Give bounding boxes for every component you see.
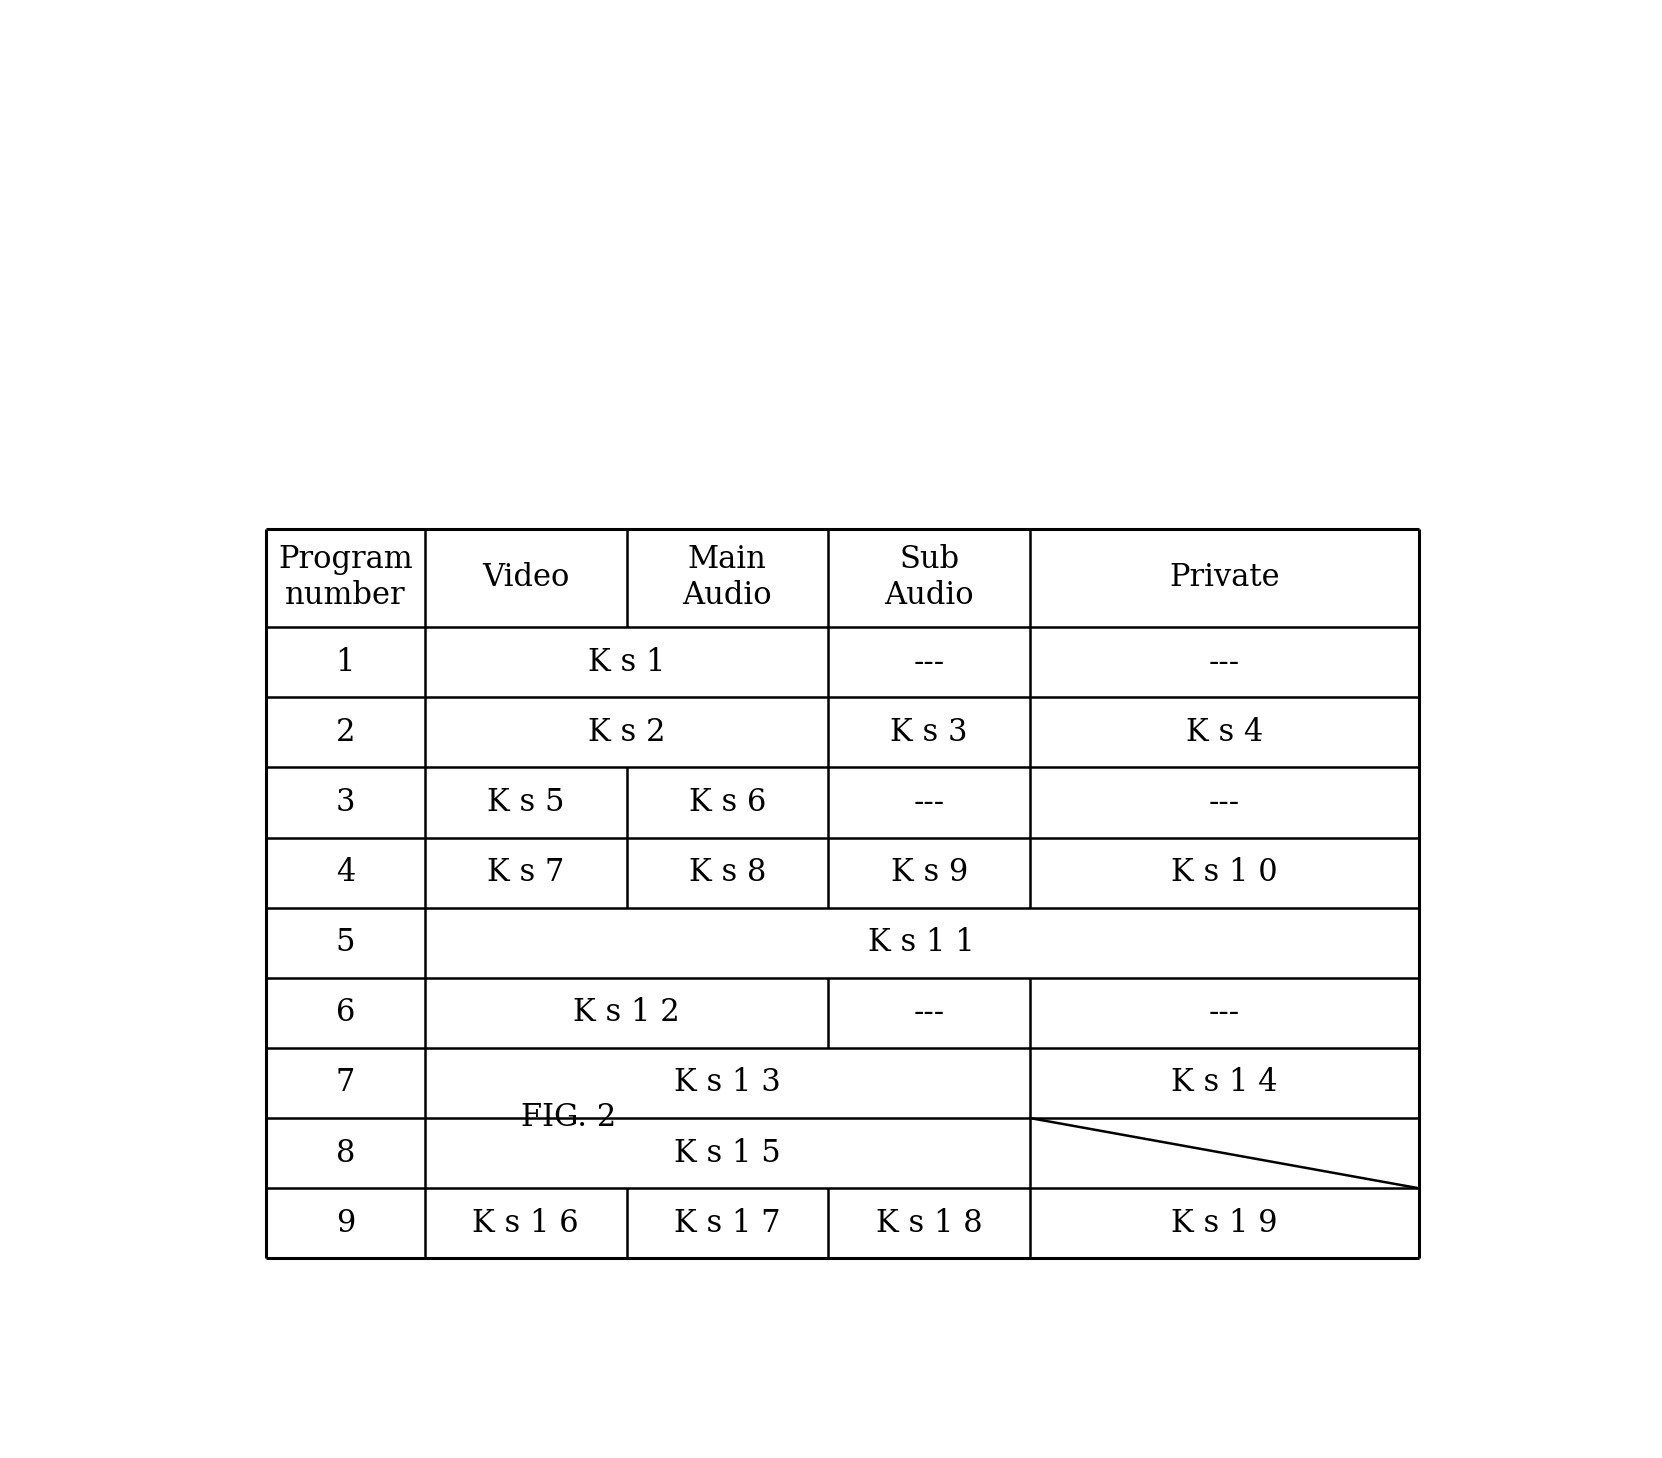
Text: 2: 2 xyxy=(336,717,356,748)
Text: K s 1 7: K s 1 7 xyxy=(675,1207,781,1239)
Text: 7: 7 xyxy=(336,1067,356,1098)
Text: Program
number: Program number xyxy=(278,544,412,611)
Text: 9: 9 xyxy=(336,1207,356,1239)
Text: 1: 1 xyxy=(336,647,356,678)
Text: 6: 6 xyxy=(336,997,356,1028)
Text: 8: 8 xyxy=(336,1137,356,1169)
Text: FIG. 2: FIG. 2 xyxy=(520,1102,617,1133)
Text: K s 1 8: K s 1 8 xyxy=(876,1207,982,1239)
Text: K s 1: K s 1 xyxy=(588,647,665,678)
Text: K s 9: K s 9 xyxy=(891,857,967,888)
Text: ---: --- xyxy=(1208,647,1240,678)
Text: 3: 3 xyxy=(336,787,356,818)
Text: Private: Private xyxy=(1168,563,1280,593)
Text: Sub
Audio: Sub Audio xyxy=(884,544,974,611)
Text: Video: Video xyxy=(482,563,570,593)
Text: K s 1 9: K s 1 9 xyxy=(1172,1207,1278,1239)
Text: K s 1 2: K s 1 2 xyxy=(573,997,680,1028)
Text: K s 3: K s 3 xyxy=(891,717,967,748)
Text: K s 5: K s 5 xyxy=(487,787,565,818)
Text: ---: --- xyxy=(914,997,944,1028)
Text: K s 1 6: K s 1 6 xyxy=(472,1207,578,1239)
Text: ---: --- xyxy=(914,647,944,678)
Text: K s 1 1: K s 1 1 xyxy=(868,927,976,958)
Text: K s 1 4: K s 1 4 xyxy=(1172,1067,1278,1098)
Text: K s 2: K s 2 xyxy=(588,717,665,748)
Text: K s 6: K s 6 xyxy=(688,787,766,818)
Text: 4: 4 xyxy=(336,857,356,888)
Text: K s 8: K s 8 xyxy=(688,857,766,888)
Text: K s 4: K s 4 xyxy=(1185,717,1263,748)
Text: ---: --- xyxy=(914,787,944,818)
Text: K s 1 5: K s 1 5 xyxy=(675,1137,781,1169)
Text: K s 7: K s 7 xyxy=(487,857,565,888)
Text: Main
Audio: Main Audio xyxy=(683,544,773,611)
Text: ---: --- xyxy=(1208,787,1240,818)
Text: K s 1 3: K s 1 3 xyxy=(675,1067,781,1098)
Text: ---: --- xyxy=(1208,997,1240,1028)
Text: K s 1 0: K s 1 0 xyxy=(1172,857,1278,888)
Text: 5: 5 xyxy=(336,927,356,958)
